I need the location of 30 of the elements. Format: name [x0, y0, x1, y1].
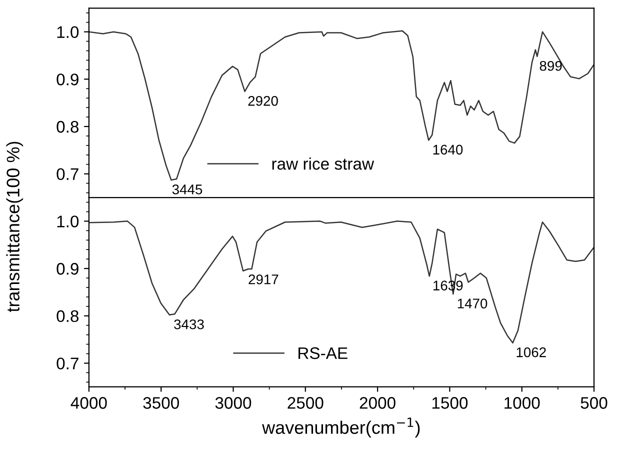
- annotation: 3445: [172, 184, 202, 194]
- y-tick-label: 1.0: [57, 216, 79, 228]
- line-series: [88, 220, 594, 344]
- y-tick-label: 0.7: [56, 358, 78, 370]
- annotation: 2920: [248, 96, 278, 106]
- x-tick-label: 4000: [70, 397, 107, 409]
- annotation: 1062: [516, 347, 546, 358]
- y-tick-label: 0.9: [56, 74, 78, 86]
- annotation: 1470: [458, 298, 488, 308]
- y-tick-label: 0.9: [56, 262, 78, 275]
- y-tick-label: 1.0: [57, 26, 79, 38]
- legend-label: raw rice straw: [272, 158, 374, 170]
- annotation: 899: [540, 60, 562, 71]
- x-tick-label: 3000: [215, 397, 252, 409]
- y-tick-label: 0.8: [56, 310, 78, 322]
- x-tick-label: 3500: [143, 397, 179, 409]
- y-axis-title: transmittance(100 %): [6, 142, 24, 312]
- annotation: 2917: [248, 274, 278, 284]
- line-series: [88, 30, 594, 181]
- y-tick-label: 0.7: [56, 168, 78, 180]
- x-tick-label: 2000: [360, 397, 396, 409]
- annotation: 3433: [174, 319, 204, 330]
- y-tick-label: 0.8: [56, 120, 78, 133]
- legend-label: RS-AE: [298, 347, 348, 360]
- annotation: 1640: [433, 144, 463, 155]
- x-tick-label: 2500: [288, 397, 324, 409]
- x-tick-label: 1000: [504, 397, 540, 409]
- x-tick-label: 1500: [432, 397, 468, 409]
- x-axis-title: wavenumber(cm$^{−1}$): [262, 418, 420, 438]
- x-tick-label: 500: [580, 397, 608, 409]
